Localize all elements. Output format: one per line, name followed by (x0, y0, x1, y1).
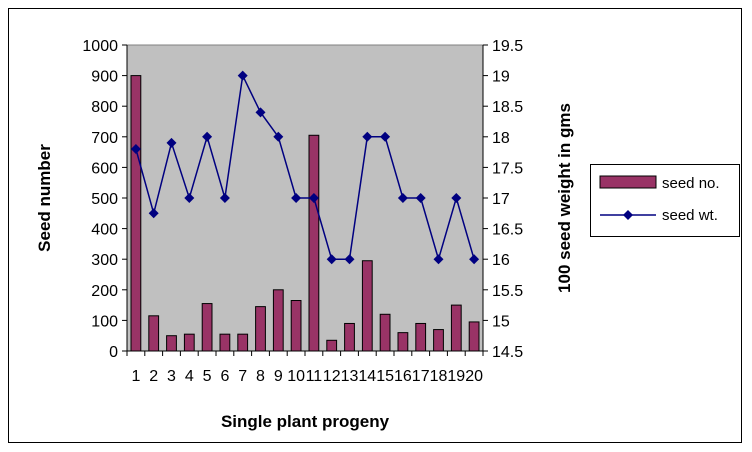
x-tick-label: 9 (274, 368, 283, 385)
y2-tick-label: 16 (492, 252, 510, 269)
bar-seed-no (290, 300, 302, 352)
bar-series (130, 75, 480, 352)
point-seed-wt (237, 70, 248, 81)
point-seed-wt (148, 208, 159, 219)
point-seed-wt (326, 254, 337, 265)
y2-tick-label: 15.5 (492, 283, 523, 300)
x-axis-title: Single plant progeny (221, 412, 390, 431)
y-tick-label: 600 (91, 160, 118, 177)
point-seed-wt (273, 131, 284, 142)
bar-seed-no (344, 322, 355, 352)
point-seed-wt (469, 254, 480, 265)
bar-seed-no (219, 333, 231, 352)
point-seed-wt (397, 193, 408, 203)
x-tick-label: 15 (376, 368, 394, 385)
x-tick-label: 17 (412, 368, 430, 385)
x-tick-label: 2 (149, 368, 158, 385)
bar-seed-no (201, 303, 213, 352)
bar-seed-no (415, 322, 427, 352)
x-tick-label: 18 (430, 368, 448, 385)
y2-tick-label: 14.5 (492, 344, 523, 361)
y2-tick-label: 17.5 (492, 160, 523, 177)
point-seed-wt (291, 193, 302, 203)
x-tick-label: 19 (447, 368, 465, 385)
y-tick-label: 500 (91, 191, 118, 208)
bar-seed-no (130, 75, 142, 352)
y-tick-label: 400 (91, 222, 118, 239)
y2-tick-label: 18 (492, 130, 510, 147)
bar-seed-no (379, 313, 391, 352)
legend-marker-seed-wt (623, 210, 633, 220)
y-axis: 0 100 200 300 400 500 600 700 800 900 1000 (82, 38, 128, 361)
y2-tick-label: 18.5 (492, 99, 523, 116)
point-seed-wt (380, 131, 391, 142)
y2-tick-label: 19.5 (492, 38, 523, 55)
y2-tick-label: 16.5 (492, 222, 523, 239)
bar-seed-no (183, 333, 195, 352)
bar-seed-no (397, 332, 409, 352)
y-tick-label: 900 (91, 69, 118, 86)
point-seed-wt (219, 193, 230, 203)
legend: seed no. seed wt. (590, 164, 740, 237)
bar-seed-no (326, 339, 338, 352)
x-tick-label: 7 (238, 368, 247, 385)
bar-seed-no (468, 321, 480, 352)
y-tick-label: 0 (109, 344, 118, 361)
point-seed-wt (184, 193, 195, 203)
point-seed-wt (308, 193, 319, 203)
x-tick-label: 8 (256, 368, 265, 385)
y2-tick-label: 17 (492, 191, 510, 208)
point-seed-wt (166, 137, 177, 148)
point-seed-wt (362, 131, 373, 142)
bar-seed-no (148, 315, 160, 352)
bar-seed-no (272, 289, 284, 352)
y-tick-label: 100 (91, 313, 118, 330)
x-tick-label: 4 (185, 368, 194, 385)
y-tick-label: 700 (91, 130, 118, 147)
y-tick-label: 300 (91, 252, 118, 269)
bar-seed-no (237, 333, 249, 352)
bar-seed-no (308, 134, 320, 352)
point-seed-wt (202, 131, 213, 142)
y-tick-label: 800 (91, 99, 118, 116)
x-tick-label: 5 (203, 368, 212, 385)
legend-label-seed-wt: seed wt. (662, 207, 718, 224)
bar-seed-no (361, 260, 373, 352)
x-tick-label: 14 (358, 368, 376, 385)
point-seed-wt (130, 144, 141, 155)
point-seed-wt (415, 193, 426, 203)
x-tick-label: 11 (306, 368, 323, 385)
point-seed-wt (433, 254, 444, 265)
point-seed-wt (451, 193, 462, 203)
x-tick-label: 12 (323, 368, 341, 385)
x-tick-label: 20 (465, 368, 483, 385)
x-tick-label: 3 (167, 368, 176, 385)
legend-label-seed-no: seed no. (662, 175, 720, 192)
y-tick-label: 1000 (82, 38, 118, 55)
line-series (130, 70, 480, 265)
y2-tick-label: 19 (492, 69, 510, 86)
x-tick-label: 13 (341, 368, 359, 385)
x-tick-label: 6 (220, 368, 229, 385)
bar-seed-no (450, 304, 462, 352)
y-axis-title: Seed number (35, 144, 54, 252)
point-seed-wt (255, 107, 266, 118)
point-seed-wt (344, 254, 355, 265)
x-tick-label: 10 (287, 368, 305, 385)
y2-axis-title: 100 seed weight in gms (555, 103, 574, 293)
bar-seed-no (255, 306, 266, 352)
x-tick-label: 1 (131, 368, 140, 385)
y-tick-label: 200 (91, 283, 118, 300)
legend-swatch-seed-no (599, 175, 657, 189)
y2-axis: 14.5 15 15.5 16 16.5 17 17.5 18 18.5 19 19.5 (482, 38, 523, 361)
bar-seed-no (166, 335, 177, 352)
bar-seed-no (433, 329, 444, 352)
y2-tick-label: 15 (492, 313, 510, 330)
x-tick-label: 16 (394, 368, 412, 385)
